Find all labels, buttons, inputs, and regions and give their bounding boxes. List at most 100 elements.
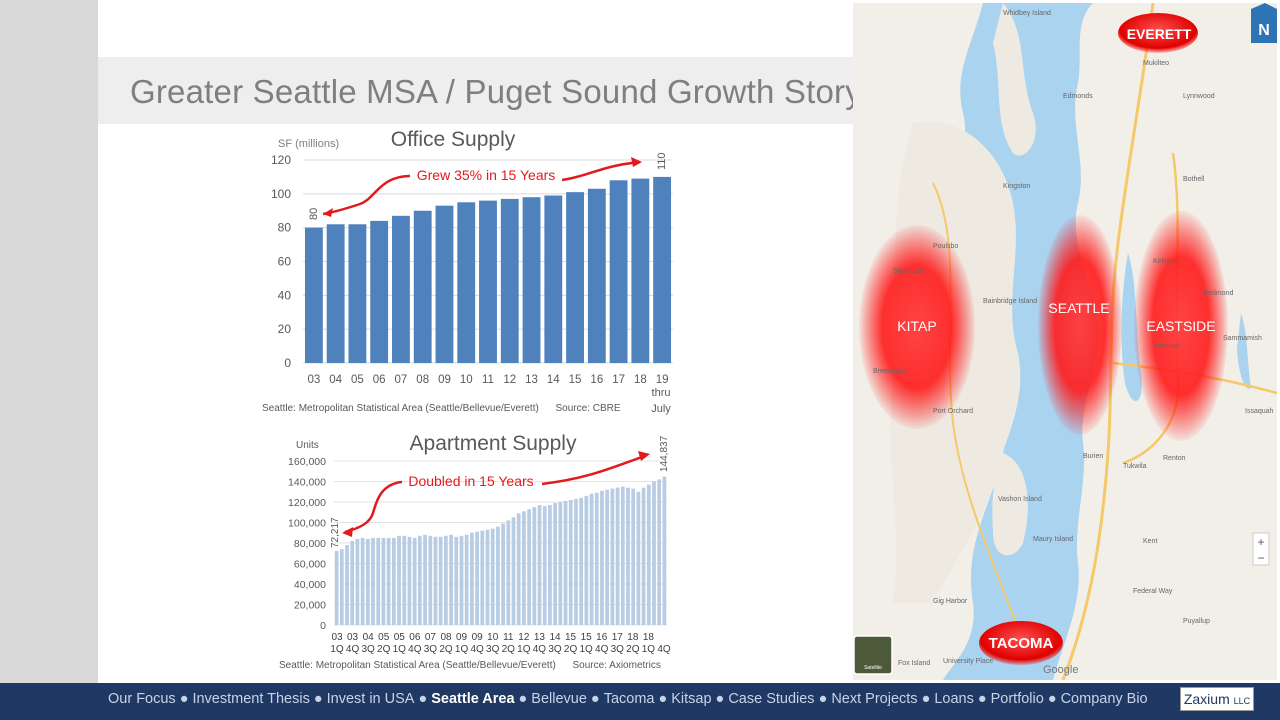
apartment-start-label: 72,217: [330, 517, 341, 548]
apartment-bar: [652, 481, 656, 625]
eastside-heat-blob: [1134, 211, 1228, 441]
office-arrowhead-left: [323, 208, 333, 217]
apartment-bar: [459, 535, 464, 625]
apartment-y-tick: 0: [320, 620, 326, 632]
map-place-name: Bellevue: [1153, 343, 1180, 350]
apartment-x-tick-quarter: 3Q: [548, 644, 562, 655]
apartment-bar: [345, 545, 349, 625]
map-place-name: Vashon Island: [998, 496, 1042, 503]
apartment-bar: [662, 476, 667, 625]
footer-nav-item-invest-in-usa[interactable]: Invest in USA: [326, 691, 415, 707]
office-x-tick: 03: [307, 374, 320, 386]
office-bar: [544, 195, 563, 363]
office-bar: [392, 215, 410, 363]
office-last-tick-sub-1: thru: [652, 387, 671, 399]
apartment-end-label: 144,837: [659, 435, 670, 472]
apartment-bar: [579, 497, 584, 625]
apartment-x-tick-quarter: 1Q: [642, 644, 656, 655]
apartment-x-tick-quarter: 2Q: [439, 644, 453, 655]
map-place-name: Kirkland: [1153, 258, 1178, 265]
footer-nav-item-kitsap[interactable]: Kitsap: [671, 691, 712, 707]
map-place-name: Bremerton: [873, 368, 906, 375]
footer-nav-item-next-projects[interactable]: Next Projects: [831, 691, 918, 707]
apartment-y-tick: 80,000: [294, 538, 326, 550]
apartment-bar: [397, 535, 401, 625]
tacoma-pill: [979, 621, 1063, 665]
apartment-bar: [516, 513, 521, 625]
zoom-out-icon[interactable]: −: [1257, 551, 1264, 565]
apartment-x-tick-quarter: 4Q: [595, 644, 609, 655]
map-label-eastside: EASTSIDE: [1146, 318, 1215, 334]
google-logo: Google: [1043, 664, 1078, 676]
map-place-name: Whidbey Island: [1003, 10, 1051, 17]
svg-text:Satellite: Satellite: [864, 665, 882, 671]
company-logo[interactable]: Zaxium LLC: [1180, 687, 1254, 711]
footer-nav-item-bellevue[interactable]: Bellevue: [531, 691, 587, 707]
footer-nav-item-portfolio[interactable]: Portfolio: [990, 691, 1044, 707]
office-x-tick: 07: [395, 374, 408, 386]
apartment-bar: [527, 509, 531, 625]
apartment-arrow-right: [541, 454, 646, 486]
map-place-name: Port Orchard: [933, 408, 973, 415]
puget-sound-map[interactable]: EVERETT KITAP SEATTLE EASTSIDE TACOMA Wh…: [853, 3, 1277, 680]
apartment-bar: [480, 530, 485, 625]
apartment-y-tick: 20,000: [294, 600, 326, 612]
office-bar: [348, 224, 367, 363]
map-label-tacoma: TACOMA: [989, 635, 1054, 652]
apartment-bar: [574, 498, 578, 625]
office-x-tick: 11: [482, 374, 494, 386]
office-bar: [522, 197, 541, 363]
office-x-tick: 18: [634, 374, 647, 386]
apartment-bar: [631, 488, 636, 625]
satellite-toggle[interactable]: Satellite: [853, 635, 893, 675]
apartment-x-tick-quarter: 1Q: [579, 644, 593, 655]
apartment-chart-title: Apartment Supply: [410, 432, 577, 455]
footer-nav-item-investment-thesis[interactable]: Investment Thesis: [192, 691, 310, 707]
office-y-tick: 100: [271, 187, 291, 201]
apartment-bar: [646, 484, 651, 625]
map-svg: EVERETT KITAP SEATTLE EASTSIDE TACOMA Wh…: [853, 3, 1277, 680]
apartment-x-tick-quarter: 2Q: [626, 644, 640, 655]
zoom-in-icon[interactable]: +: [1257, 535, 1264, 549]
apartment-x-tick-year: 04: [363, 632, 375, 643]
footer-nav-item-tacoma[interactable]: Tacoma: [603, 691, 655, 707]
office-y-tick: 120: [271, 153, 291, 167]
apartment-bar: [391, 537, 396, 625]
apartment-bar: [433, 536, 438, 625]
apartment-bar: [438, 536, 443, 625]
apartment-bar: [355, 538, 360, 625]
svg-text:N: N: [1258, 22, 1270, 39]
apartment-bar: [568, 499, 573, 625]
seattle-heat-blob: [1038, 215, 1122, 435]
apartment-bar: [428, 535, 433, 625]
map-place-name: Bainbridge Island: [983, 298, 1037, 305]
map-place-name: Redmond: [1203, 290, 1233, 297]
office-x-tick: 14: [547, 374, 560, 386]
office-x-tick: 17: [612, 374, 625, 386]
apartment-bar: [584, 495, 589, 625]
apartment-y-tick: 120,000: [288, 497, 326, 509]
office-y-tick: 80: [278, 221, 292, 235]
apartment-bar: [402, 535, 407, 625]
footer-nav-item-our-focus[interactable]: Our Focus: [108, 691, 176, 707]
nav-separator: ●: [658, 691, 668, 707]
land-vashon: [992, 453, 1028, 556]
map-place-name: Poulsbo: [933, 243, 958, 250]
apartment-y-tick: 60,000: [294, 559, 326, 571]
apartment-x-tick-year: 07: [425, 632, 437, 643]
footer-nav-item-case-studies[interactable]: Case Studies: [728, 691, 815, 707]
map-label-everett: EVERETT: [1127, 26, 1192, 42]
footer-nav-item-seattle-area[interactable]: Seattle Area: [431, 691, 515, 707]
apartment-bar: [376, 537, 381, 625]
nav-separator: ●: [179, 691, 189, 707]
footer-nav-item-loans[interactable]: Loans: [934, 691, 974, 707]
apartment-x-tick-quarter: 1Q: [517, 644, 531, 655]
map-place-name: Federal Way: [1133, 588, 1173, 595]
left-margin-band: [0, 0, 98, 683]
zoom-controls[interactable]: + −: [1252, 532, 1270, 566]
apartment-bar: [610, 488, 615, 625]
apartment-x-tick-year: 06: [409, 632, 421, 643]
footer-nav-item-company-bio[interactable]: Company Bio: [1060, 691, 1148, 707]
office-bar: [587, 188, 606, 363]
apartment-bar: [417, 535, 422, 625]
